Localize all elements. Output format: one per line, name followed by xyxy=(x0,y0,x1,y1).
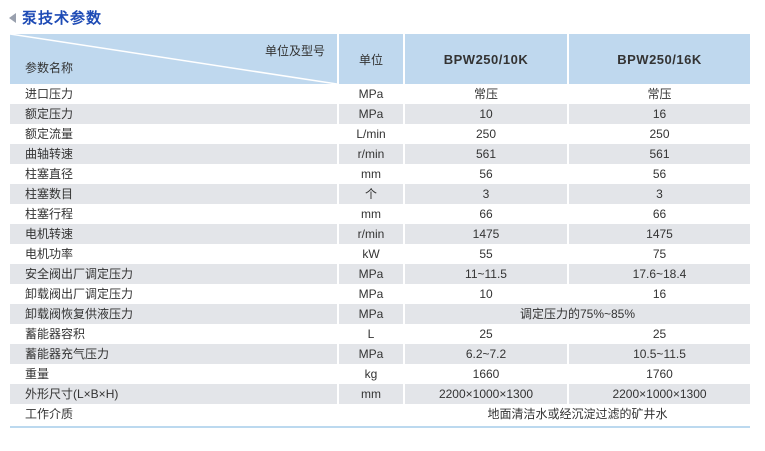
param-name-cell: 卸载阀出厂调定压力 xyxy=(25,287,134,301)
value-cell-bpw250-16k: 561 xyxy=(567,144,750,164)
param-name-cell: 曲轴转速 xyxy=(10,144,338,164)
pump-spec-table: 单位及型号 参数名称 单位 BPW250/10K BPW250/16K 进口压力… xyxy=(10,34,750,424)
value-cell-bpw250-10k: 1475 xyxy=(403,224,568,244)
unit-cell: mm xyxy=(337,204,404,224)
value-cell-bpw250-16k: 2200×1000×1300 xyxy=(567,384,750,404)
param-name-cell: 进口压力 xyxy=(25,87,74,101)
value-cell-bpw250-16k: 10.5~11.5 xyxy=(567,344,750,364)
value-cell-bpw250-16k: 56 xyxy=(567,164,750,184)
value-cell-bpw250-16k: 16 xyxy=(567,284,750,304)
unit-cell: MPa xyxy=(337,104,404,124)
value-cell-bpw250-10k: 11~11.5 xyxy=(403,264,568,284)
merged-value-cell: 调定压力的75%~85% xyxy=(403,304,750,324)
value-cell-bpw250-16k: 常压 xyxy=(567,84,750,104)
param-name-cell: 额定流量 xyxy=(25,127,74,141)
unit-cell: kg xyxy=(337,364,404,384)
column-header-unit: 单位 xyxy=(337,34,404,84)
table-row: 曲轴转速 r/min 561 561 xyxy=(10,144,750,164)
diagonal-divider xyxy=(10,34,337,84)
value-cell-bpw250-16k: 75 xyxy=(567,244,750,264)
table-row: 工作介质 地面清洁水或经沉淀过滤的矿井水 xyxy=(10,404,750,424)
param-name-cell: 电机转速 xyxy=(10,224,338,244)
value-cell-bpw250-16k: 1475 xyxy=(567,224,750,244)
value-cell-bpw250-16k: 250 xyxy=(567,124,750,144)
unit-cell: L/min xyxy=(337,124,404,144)
value-cell-bpw250-16k: 66 xyxy=(567,204,750,224)
param-name-cell: 柱塞行程 xyxy=(25,207,74,221)
unit-cell: r/min xyxy=(337,144,404,164)
value-cell-bpw250-16k: 16 xyxy=(567,104,750,124)
table-row: 外形尺寸(L×B×H) mm 2200×1000×1300 2200×1000×130… xyxy=(10,384,750,404)
corner-header-cell: 单位及型号 参数名称 xyxy=(10,34,338,84)
column-header-model-bpw250-10k: BPW250/10K xyxy=(403,34,568,84)
table-row: 柱塞行程 mm 66 66 xyxy=(10,204,750,224)
param-name-cell: 柱塞直径 xyxy=(25,167,74,181)
param-name-cell: 蓄能器充气压力 xyxy=(10,344,338,364)
value-cell-bpw250-10k: 10 xyxy=(403,104,568,124)
param-name-cell: 蓄能器容积 xyxy=(25,327,86,341)
param-name-cell: 卸载阀恢复供液压力 xyxy=(10,304,338,324)
unit-cell: MPa xyxy=(337,304,404,324)
value-cell-bpw250-10k: 2200×1000×1300 xyxy=(403,384,568,404)
corner-label-unit-model: 单位及型号 xyxy=(264,44,325,58)
unit-cell: MPa xyxy=(337,344,404,364)
table-row: 安全阀出厂调定压力 MPa 11~11.5 17.6~18.4 xyxy=(10,264,750,284)
left-triangle-icon xyxy=(9,12,16,23)
param-name-cell: 外形尺寸(L×B×H) xyxy=(10,384,338,404)
value-cell-bpw250-10k: 10 xyxy=(403,284,568,304)
value-cell-bpw250-10k: 3 xyxy=(403,184,568,204)
param-name-cell: 工作介质 xyxy=(25,407,74,421)
unit-cell xyxy=(337,404,404,424)
param-name-cell: 柱塞数目 xyxy=(10,184,338,204)
table-row: 卸载阀恢复供液压力 MPa 调定压力的75%~85% xyxy=(10,304,750,324)
unit-cell: mm xyxy=(337,164,404,184)
value-cell-bpw250-10k: 561 xyxy=(403,144,568,164)
value-cell-bpw250-10k: 常压 xyxy=(403,84,568,104)
value-cell-bpw250-16k: 25 xyxy=(567,324,750,344)
param-name-cell: 电机功率 xyxy=(25,247,74,261)
value-cell-bpw250-10k: 55 xyxy=(403,244,568,264)
unit-cell: MPa xyxy=(337,284,404,304)
corner-label-param-name: 参数名称 xyxy=(25,61,74,75)
value-cell-bpw250-10k: 66 xyxy=(403,204,568,224)
table-row: 电机功率 kW 55 75 xyxy=(10,244,750,264)
unit-cell: mm xyxy=(337,384,404,404)
table-row: 进口压力 MPa 常压 常压 xyxy=(10,84,750,104)
section-title: 泵技术参数 xyxy=(9,7,102,28)
unit-cell: r/min xyxy=(337,224,404,244)
param-name-cell: 重量 xyxy=(25,367,50,381)
param-name-cell: 安全阀出厂调定压力 xyxy=(10,264,338,284)
value-cell-bpw250-16k: 3 xyxy=(567,184,750,204)
table-row: 柱塞直径 mm 56 56 xyxy=(10,164,750,184)
header-row: 单位及型号 参数名称 单位 BPW250/10K BPW250/16K xyxy=(10,34,750,84)
unit-cell: L xyxy=(337,324,404,344)
table-row: 额定流量 L/min 250 250 xyxy=(10,124,750,144)
table-row: 电机转速 r/min 1475 1475 xyxy=(10,224,750,244)
section-title-text: 泵技术参数 xyxy=(22,10,103,27)
value-cell-bpw250-10k: 6.2~7.2 xyxy=(403,344,568,364)
column-header-model-bpw250-16k: BPW250/16K xyxy=(567,34,750,84)
table-row: 柱塞数目个 3 3 xyxy=(10,184,750,204)
unit-cell: MPa xyxy=(337,264,404,284)
table-row: 额定压力 MPa 10 16 xyxy=(10,104,750,124)
value-cell-bpw250-16k: 1760 xyxy=(567,364,750,384)
param-name-cell: 额定压力 xyxy=(10,104,338,124)
unit-cell: MPa xyxy=(337,84,404,104)
value-cell-bpw250-10k: 1660 xyxy=(403,364,568,384)
merged-value-cell: 地面清洁水或经沉淀过滤的矿井水 xyxy=(403,404,750,424)
value-cell-bpw250-10k: 56 xyxy=(403,164,568,184)
value-cell-bpw250-10k: 25 xyxy=(403,324,568,344)
value-cell-bpw250-10k: 250 xyxy=(403,124,568,144)
table-row: 蓄能器容积 L 25 25 xyxy=(10,324,750,344)
table-bottom-border xyxy=(10,426,750,428)
value-cell-bpw250-16k: 17.6~18.4 xyxy=(567,264,750,284)
table-row: 重量 kg 1660 1760 xyxy=(10,364,750,384)
unit-cell: kW xyxy=(337,244,404,264)
unit-cell: 个 xyxy=(337,184,404,204)
table-row: 蓄能器充气压力 MPa 6.2~7.2 10.5~11.5 xyxy=(10,344,750,364)
table-row: 卸载阀出厂调定压力 MPa 10 16 xyxy=(10,284,750,304)
